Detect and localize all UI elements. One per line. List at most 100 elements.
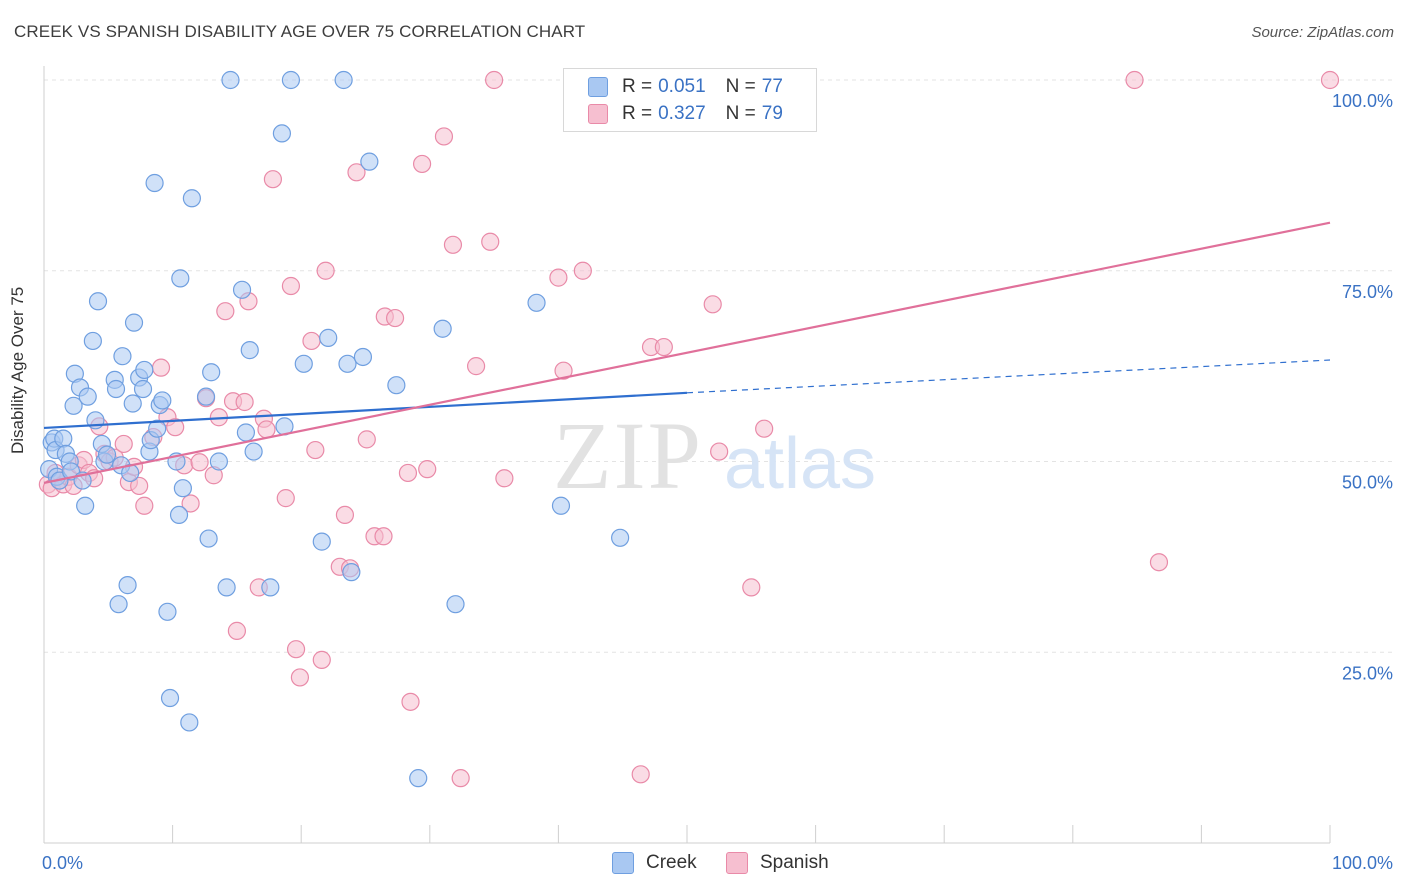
data-point-creek [158,602,177,621]
data-point-spanish [1149,553,1169,572]
data-point-creek [236,423,256,442]
data-point-spanish [742,578,761,597]
series-creek [40,70,630,788]
data-point-creek [272,124,292,143]
data-point-creek [88,292,108,311]
data-point-creek [106,379,126,399]
data-point-spanish [286,640,306,659]
data-point-spanish [703,295,722,314]
data-point-creek [145,173,164,193]
data-point-spanish [257,420,276,439]
chart-title: CREEK VS SPANISH DISABILITY AGE OVER 75 … [14,22,586,41]
data-point-creek [240,341,259,360]
data-point-creek [261,578,280,597]
data-point-spanish [227,621,246,640]
data-point-creek [353,347,373,367]
data-point-creek [319,328,338,347]
data-point-creek [64,396,83,415]
data-point-creek [109,595,128,614]
bottom-legend: Creek Spanish [0,852,1406,878]
data-point-spanish [1125,70,1144,90]
data-point-creek [153,391,172,410]
legend-item-spanish[interactable]: Spanish [726,852,829,874]
data-point-creek [196,387,216,406]
data-point-spanish [485,70,504,90]
data-point-spanish [335,505,355,525]
legend-swatch-creek [588,77,608,97]
data-point-creek [217,578,236,597]
data-point-creek [334,70,353,90]
data-point-creek [232,280,252,299]
data-point-creek [180,713,199,732]
legend-n-value: 79 [761,103,783,124]
data-point-creek [76,496,95,515]
legend-n-label: N = [725,76,756,97]
trend-lines [43,221,1331,484]
data-point-creek [338,354,357,373]
data-point-creek [199,529,218,548]
data-point-creek [360,152,379,171]
data-point-spanish [281,276,301,296]
watermark: ZIP atlas [553,402,876,509]
legend-r-value: 0.327 [658,103,706,124]
data-point-creek [83,331,102,351]
data-point-spanish [385,308,405,328]
data-point-creek [148,419,167,438]
data-point-spanish [654,337,673,357]
data-point-spanish [263,170,283,189]
data-point-spanish [412,154,432,174]
trend-line-spanish [43,221,1331,484]
data-point-creek [409,769,428,788]
data-point-creek [221,70,240,90]
data-point-spanish [135,496,154,515]
data-point-creek [118,576,137,595]
data-point-creek [173,479,192,498]
y-tick-label: 25.0% [1342,663,1393,683]
data-point-spanish [398,463,418,483]
data-point-creek [78,387,97,406]
legend-swatch-spanish [588,104,608,124]
data-point-creek [133,379,153,399]
data-point-spanish [451,769,470,788]
legend-r-label: R = [622,76,653,97]
data-point-creek [312,532,331,551]
legend-label-spanish: Spanish [760,852,829,873]
data-point-creek [202,363,221,382]
data-point-spanish [357,430,376,449]
data-point-creek [342,563,361,582]
data-point-spanish [573,261,592,280]
data-point-creek [294,354,313,373]
data-point-creek [113,347,132,366]
data-point-spanish [130,476,149,496]
axes [43,66,1331,844]
data-point-spanish [443,235,463,254]
data-point-creek [433,319,452,338]
y-tick-label: 75.0% [1342,282,1393,302]
data-point-spanish [631,765,650,784]
data-point-creek [244,442,263,461]
data-point-creek [209,452,228,471]
legend-item-creek[interactable]: Creek [612,852,697,874]
legend-n-label: N = [725,103,756,124]
legend-row-creek: R = 0.051 N = 77 [588,75,783,99]
data-point-spanish [347,163,366,182]
watermark-zip: ZIP [553,402,703,509]
data-point-spanish [151,358,171,377]
trend-line-creek [43,391,688,430]
data-point-spanish [166,418,185,437]
data-point-creek [446,595,465,614]
x-tick-label: 0.0% [42,853,83,873]
data-point-spanish [374,527,393,546]
tick-labels: 25.0% 50.0% 75.0% 100.0% 0.0% 100.0% [42,91,1393,873]
data-point-spanish [434,127,454,146]
data-point-creek [551,496,571,515]
data-point-spanish [290,668,310,687]
data-point-creek [54,429,73,448]
y-tick-label: 100.0% [1332,91,1393,111]
data-point-spanish [1320,70,1340,90]
data-point-spanish [549,268,568,287]
data-point-spanish [316,261,335,280]
data-point-creek [123,394,142,413]
series-spanish [38,70,1340,788]
data-point-spanish [554,361,573,380]
